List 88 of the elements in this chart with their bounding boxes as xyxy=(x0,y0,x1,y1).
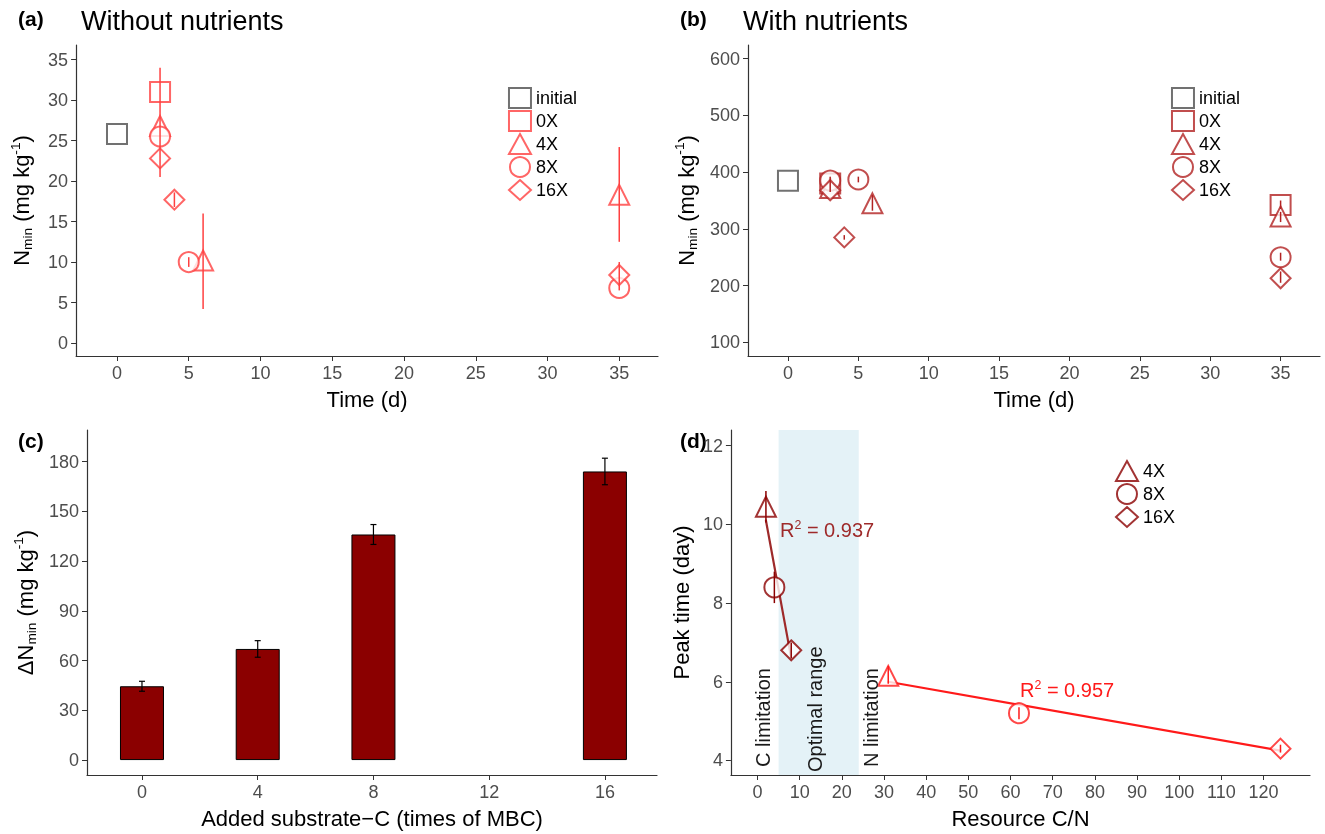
x-tick-label: 0 xyxy=(136,782,147,802)
x-tick-label: 20 xyxy=(1059,363,1080,383)
y-axis-title: ΔNmin (mg kg-1) xyxy=(11,529,39,676)
y-tick-label: 10 xyxy=(702,514,723,535)
x-axis-title: Added substrate−C (times of MBC) xyxy=(201,805,543,831)
x-tick-label: 25 xyxy=(465,363,486,383)
y-tick-label: 5 xyxy=(58,292,69,313)
x-tick-label: 5 xyxy=(183,363,194,383)
y-tick-label: 90 xyxy=(58,600,79,621)
y-tick-label: 500 xyxy=(709,105,740,126)
x-tick-label: 10 xyxy=(918,363,939,383)
y-tick-label: 100 xyxy=(709,332,740,353)
x-tick-label: 30 xyxy=(537,363,558,383)
legend-label: 4X xyxy=(1198,134,1222,154)
x-tick-label: 0 xyxy=(782,363,793,383)
chart-title: Without nutrients xyxy=(81,5,284,36)
x-tick-label: 110 xyxy=(1207,782,1236,802)
x-tick-label: 20 xyxy=(831,782,852,802)
legend-label: 0X xyxy=(1198,111,1222,131)
y-tick-label: 20 xyxy=(48,171,69,192)
x-tick-label: 90 xyxy=(1127,782,1148,802)
x-tick-label: 50 xyxy=(958,782,979,802)
x-tick-label: 60 xyxy=(1000,782,1021,802)
y-tick-label: 25 xyxy=(48,130,69,151)
x-tick-label: 15 xyxy=(322,363,343,383)
legend-label: 16X xyxy=(1142,507,1175,527)
x-tick-label: 30 xyxy=(874,782,895,802)
x-tick-label: 25 xyxy=(1129,363,1150,383)
y-tick-label: 0 xyxy=(58,333,69,354)
chart-title: With nutrients xyxy=(743,5,909,36)
legend-label: 16X xyxy=(1198,180,1232,200)
y-tick-label: 4 xyxy=(712,750,723,771)
y-tick-label: 300 xyxy=(709,218,740,239)
y-tick-label: 200 xyxy=(709,275,740,296)
y-tick-label: 30 xyxy=(58,700,79,721)
x-tick-label: 0 xyxy=(111,363,123,383)
x-tick-label: 10 xyxy=(250,363,271,383)
y-tick-label: 120 xyxy=(48,551,79,572)
y-axis-title: Nmin (mg kg-1) xyxy=(7,135,35,266)
legend-label: 8X xyxy=(1198,157,1222,177)
legend-label: 16X xyxy=(535,180,569,200)
x-tick-label: 20 xyxy=(393,363,415,383)
x-tick-label: 4 xyxy=(252,782,263,802)
legend-label: initial xyxy=(1198,88,1241,108)
y-tick-label: 180 xyxy=(48,451,79,472)
y-tick-label: 60 xyxy=(58,650,79,671)
y-tick-label: 600 xyxy=(709,48,740,69)
x-tick-label: 80 xyxy=(1084,782,1105,802)
legend-label: 8X xyxy=(535,157,559,177)
legend-label: 0X xyxy=(535,111,559,131)
x-tick-label: 15 xyxy=(989,363,1010,383)
text: (a) xyxy=(18,7,44,30)
x-tick-label: 5 xyxy=(853,363,864,383)
y-tick-label: 400 xyxy=(709,162,740,183)
y-tick-label: 150 xyxy=(48,501,79,522)
x-tick-label: 40 xyxy=(916,782,937,802)
legend-label: 8X xyxy=(1142,484,1165,504)
y-tick-label: 35 xyxy=(48,49,69,70)
y-tick-label: 6 xyxy=(712,671,723,692)
x-tick-label: 16 xyxy=(594,782,615,802)
x-tick-label: 0 xyxy=(752,782,763,802)
x-tick-label: 10 xyxy=(789,782,810,802)
annotation: C limitation xyxy=(752,668,774,767)
x-tick-label: 35 xyxy=(1270,363,1291,383)
y-axis-title: Peak time (day) xyxy=(668,525,694,680)
legend-label: initial xyxy=(535,88,578,108)
x-tick-label: 70 xyxy=(1042,782,1063,802)
x-axis-title: Resource C/N xyxy=(951,805,1090,831)
y-tick-label: 0 xyxy=(68,750,79,771)
y-tick-label: 15 xyxy=(48,211,69,232)
x-tick-label: 12 xyxy=(479,782,500,802)
legend-label: 4X xyxy=(1142,461,1165,481)
annotation: Optimal range xyxy=(804,646,826,772)
x-axis-title: Time (d) xyxy=(326,386,408,412)
annotation: N limitation xyxy=(860,668,882,767)
x-axis-title: Time (d) xyxy=(993,386,1075,412)
legend-label: 4X xyxy=(535,134,559,154)
x-tick-label: 30 xyxy=(1200,363,1221,383)
y-axis-title: Nmin (mg kg-1) xyxy=(672,135,700,266)
y-tick-label: 30 xyxy=(48,90,69,111)
text: (c) xyxy=(18,429,44,452)
x-tick-label: 8 xyxy=(368,782,379,802)
text: (b) xyxy=(680,7,707,30)
x-tick-label: 100 xyxy=(1164,782,1195,802)
y-tick-label: 8 xyxy=(712,593,723,614)
x-tick-label: 120 xyxy=(1248,782,1279,802)
y-tick-label: 10 xyxy=(48,252,69,273)
x-tick-label: 35 xyxy=(609,363,630,383)
